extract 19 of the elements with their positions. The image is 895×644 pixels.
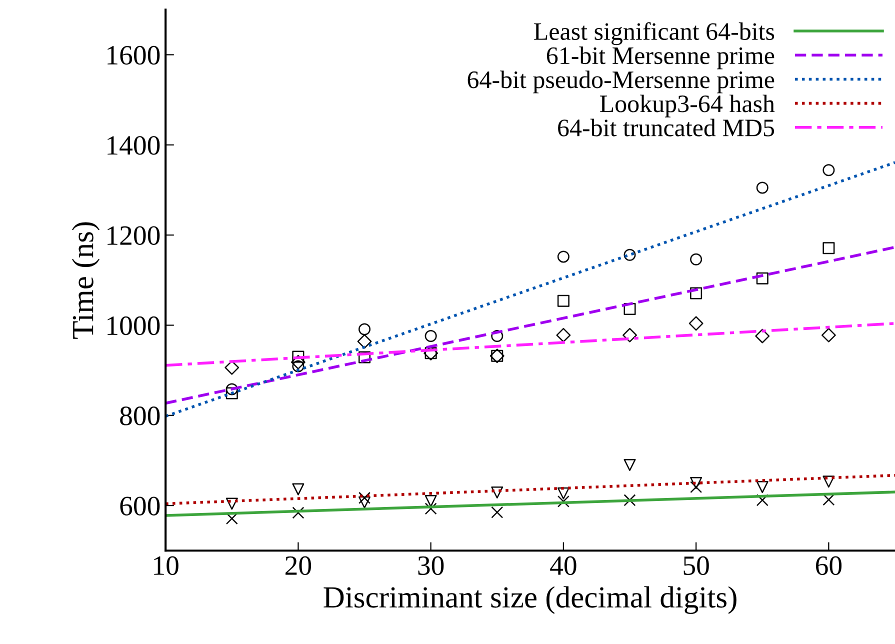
legend-label: 64-bit truncated MD5 xyxy=(558,118,774,136)
x-tick-label: 10 xyxy=(154,556,178,576)
y-tick-label: 1600 xyxy=(108,46,160,65)
x-tick-label: 60 xyxy=(816,556,842,576)
legend-label: 61-bit Mersenne prime xyxy=(546,46,774,70)
legend-label: Lookup3-64 hash xyxy=(600,94,775,118)
legend-label: 64-bit pseudo-Mersenne prime xyxy=(468,70,774,94)
legend-label: Least significant 64-bits xyxy=(534,22,774,46)
x-axis-title: Discriminant size (decimal digits) xyxy=(324,586,736,614)
y-tick-label: 600 xyxy=(120,496,160,516)
x-tick-label: 50 xyxy=(684,556,709,576)
x-tick-label: 30 xyxy=(418,556,444,576)
x-tick-label: 40 xyxy=(550,556,576,576)
y-tick-label: 1200 xyxy=(108,226,160,245)
y-axis-title: Time (ns) xyxy=(72,222,100,339)
y-tick-label: 1000 xyxy=(108,316,160,336)
y-tick-label: 1400 xyxy=(108,136,160,155)
y-tick-label: 800 xyxy=(120,406,160,426)
x-tick-label: 20 xyxy=(286,556,312,576)
